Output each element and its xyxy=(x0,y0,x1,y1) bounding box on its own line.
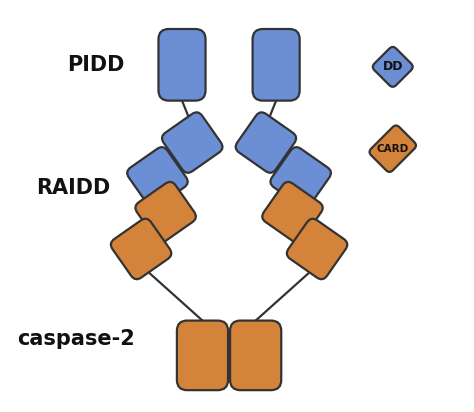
FancyBboxPatch shape xyxy=(262,182,323,242)
FancyBboxPatch shape xyxy=(177,321,228,390)
FancyBboxPatch shape xyxy=(270,147,331,208)
FancyBboxPatch shape xyxy=(127,147,188,208)
FancyBboxPatch shape xyxy=(373,47,413,87)
Text: caspase-2: caspase-2 xyxy=(17,329,135,349)
FancyBboxPatch shape xyxy=(253,29,300,101)
FancyBboxPatch shape xyxy=(236,112,296,173)
Text: DD: DD xyxy=(383,61,403,73)
FancyBboxPatch shape xyxy=(287,219,347,279)
Text: CARD: CARD xyxy=(377,144,409,154)
Text: RAIDD: RAIDD xyxy=(36,178,111,198)
FancyBboxPatch shape xyxy=(111,219,172,279)
FancyBboxPatch shape xyxy=(370,126,416,172)
FancyBboxPatch shape xyxy=(230,321,281,390)
FancyBboxPatch shape xyxy=(162,112,222,173)
FancyBboxPatch shape xyxy=(136,182,196,242)
FancyBboxPatch shape xyxy=(158,29,206,101)
Text: PIDD: PIDD xyxy=(67,55,125,75)
